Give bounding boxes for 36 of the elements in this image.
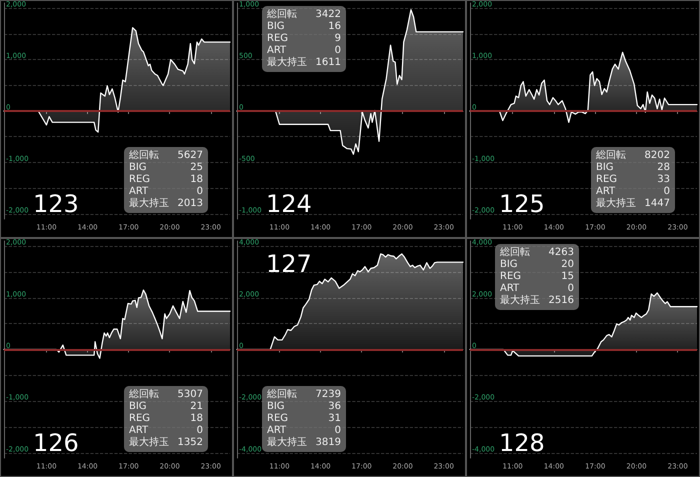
- text: REG 18: [129, 174, 203, 185]
- text: ART 0: [596, 186, 670, 197]
- text: ART 0: [267, 45, 341, 56]
- text: BIG 28: [596, 162, 670, 173]
- annotation: 最大持玉 1611: [267, 57, 341, 69]
- text: REG 33: [596, 174, 670, 185]
- text: 124: [266, 190, 312, 218]
- text: 総回転 5627: [129, 150, 203, 161]
- text: BIG 20: [500, 259, 574, 270]
- text: ART 0: [500, 283, 574, 294]
- text: ART 0: [129, 186, 203, 197]
- text: 総回転 5307: [129, 389, 203, 400]
- annotation: 最大持玉 1352: [129, 437, 203, 449]
- annotation: 最大持玉 1447: [596, 198, 670, 210]
- text: REG 18: [129, 413, 203, 424]
- text: BIG 21: [129, 401, 203, 412]
- text: 128: [499, 429, 545, 457]
- text: REG 31: [267, 413, 341, 424]
- text: REG 9: [267, 33, 341, 44]
- annotation: 最大持玉 2516: [500, 295, 574, 307]
- text: 総回転 8202: [596, 150, 670, 161]
- text: REG 15: [500, 271, 574, 282]
- text: 総回転 7239: [267, 389, 341, 400]
- annotation: 最大持玉 2013: [129, 198, 203, 210]
- text: 126: [33, 429, 79, 457]
- chart-title: 127: [266, 250, 312, 278]
- text: 123: [33, 190, 79, 218]
- text: 総回転 4263: [500, 247, 574, 258]
- text: 総回転 3422: [267, 9, 341, 20]
- text: BIG 25: [129, 162, 203, 173]
- annotation: 最大持玉 3819: [267, 437, 341, 449]
- text: BIG 16: [267, 21, 341, 32]
- text: 125: [499, 190, 545, 218]
- text: BIG 36: [267, 401, 341, 412]
- text: ART 0: [129, 425, 203, 436]
- text: ART 0: [267, 425, 341, 436]
